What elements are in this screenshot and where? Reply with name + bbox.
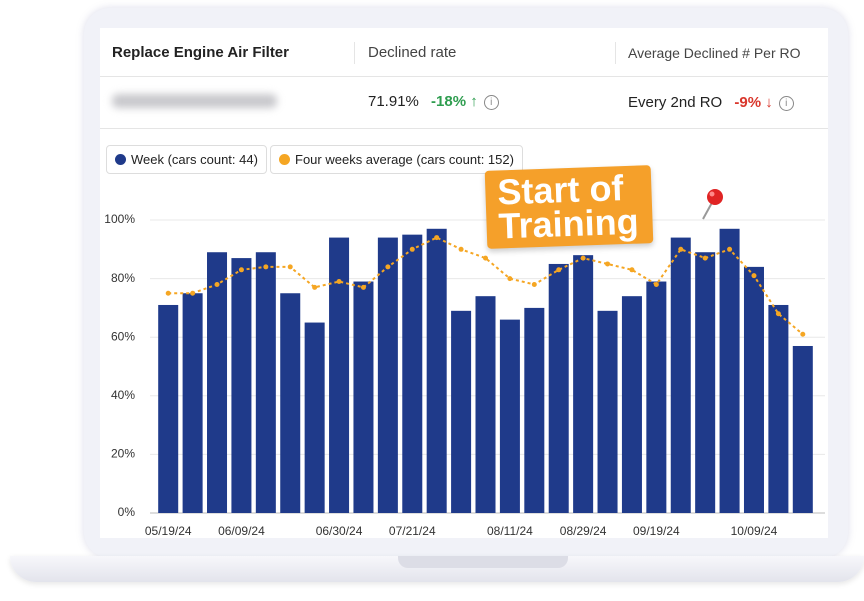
average-point: [605, 261, 611, 267]
bar: [499, 319, 520, 513]
bar: [207, 252, 228, 514]
bar: [670, 237, 691, 513]
x-tick-label: 08/29/24: [560, 524, 607, 538]
blurred-name: [112, 94, 277, 108]
bar: [524, 307, 545, 513]
average-point: [336, 279, 342, 285]
bar: [792, 345, 813, 513]
average-point: [653, 281, 659, 287]
arrow-down: ↓: [761, 94, 773, 111]
x-tick-label: 08/11/24: [487, 524, 533, 538]
bar: [231, 258, 252, 513]
bar: [573, 255, 594, 513]
column-header: Average Declined # Per RO: [628, 45, 801, 61]
bar: [353, 281, 374, 513]
bar: [475, 296, 496, 513]
bar: [182, 293, 203, 513]
average-point: [775, 311, 781, 317]
divider: [100, 76, 828, 77]
average-point: [800, 331, 806, 337]
bar: [597, 310, 618, 513]
bar: [768, 304, 789, 513]
bar: [158, 304, 179, 513]
average-point: [678, 246, 684, 252]
divider: [100, 128, 828, 129]
legend-label: Week (cars count: 44): [131, 152, 258, 167]
average-point: [312, 284, 318, 290]
x-tick-label: 10/09/24: [731, 524, 778, 538]
average-point: [214, 281, 220, 287]
average-point: [702, 255, 708, 261]
average-point: [434, 235, 440, 241]
legend-item[interactable]: Four weeks average (cars count: 152): [270, 145, 523, 174]
info-icon[interactable]: i: [778, 95, 794, 111]
x-tick-label: 09/19/24: [633, 524, 680, 538]
bar: [377, 237, 398, 513]
row-value: Every 2nd RO -9% ↓ i: [628, 94, 794, 111]
average-point: [629, 267, 635, 273]
bar: [304, 322, 325, 513]
average-point: [580, 255, 586, 261]
average-point: [751, 273, 757, 279]
bar: [402, 234, 423, 513]
rate-change: -18%: [431, 93, 467, 110]
legend-swatch: [115, 154, 126, 165]
bar: [426, 228, 447, 514]
y-tick-label: 60%: [111, 329, 135, 343]
y-tick-label: 20%: [111, 447, 135, 461]
column-header: Declined rate: [368, 44, 457, 61]
info-icon[interactable]: i: [483, 94, 499, 110]
average-point: [483, 255, 488, 261]
bar: [548, 263, 569, 513]
average-point: [190, 290, 196, 296]
x-tick-label: 05/19/24: [145, 524, 192, 538]
x-tick-label: 07/21/24: [389, 524, 436, 538]
average-point: [727, 246, 733, 252]
average-point: [165, 290, 171, 296]
bar: [451, 310, 472, 513]
table-title: Replace Engine Air Filter: [112, 44, 289, 61]
bar: [743, 266, 764, 513]
average-point: [263, 264, 269, 270]
average-point: [238, 267, 244, 273]
bar: [646, 281, 667, 513]
y-tick-label: 40%: [111, 388, 135, 402]
average-point: [556, 267, 562, 273]
average-point: [287, 264, 293, 270]
legend-swatch: [279, 154, 290, 165]
x-tick-label: 06/09/24: [218, 524, 265, 538]
row-value: 71.91% -18% ↑ i: [368, 93, 499, 110]
legend-item[interactable]: Week (cars count: 44): [106, 145, 267, 174]
average-point: [409, 246, 415, 252]
y-tick-label: 80%: [111, 271, 135, 285]
rate: 71.91%: [368, 93, 419, 110]
divider: [354, 42, 355, 64]
arrow-up: ↑: [466, 93, 478, 110]
bar: [329, 237, 350, 513]
y-tick-label: 100%: [104, 212, 135, 226]
average-point: [458, 246, 464, 252]
annotation: Start of Training: [484, 165, 654, 249]
y-tick-label: 0%: [118, 505, 136, 519]
average-point: [385, 264, 391, 270]
bar: [280, 293, 301, 513]
average-point: [531, 281, 537, 287]
legend-label: Four weeks average (cars count: 152): [295, 152, 514, 167]
x-tick-label: 06/30/24: [316, 524, 363, 538]
bar: [719, 228, 740, 514]
laptop-notch: [398, 556, 568, 568]
per-ro: Every 2nd RO: [628, 94, 723, 111]
divider: [615, 42, 616, 64]
bar: [621, 296, 642, 513]
bar: [255, 252, 276, 514]
average-point: [360, 284, 366, 290]
average-point: [507, 276, 513, 282]
bar: [695, 252, 716, 514]
per-ro-change: -9%: [734, 94, 762, 111]
